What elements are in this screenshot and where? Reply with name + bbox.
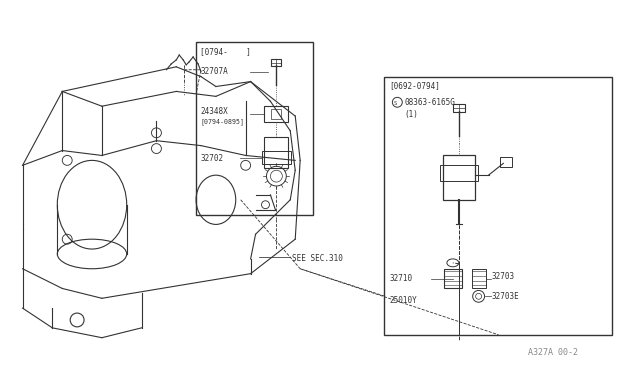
Text: 08363-6165G: 08363-6165G bbox=[404, 98, 455, 107]
Bar bbox=[385, 77, 612, 335]
Bar bbox=[443, 155, 475, 200]
Bar bbox=[500, 157, 512, 167]
Text: 24348X: 24348X bbox=[200, 107, 228, 116]
Text: 25010Y: 25010Y bbox=[389, 296, 417, 305]
Bar bbox=[440, 165, 477, 181]
Text: (1): (1) bbox=[404, 110, 418, 119]
Text: 32707A: 32707A bbox=[200, 67, 228, 76]
Text: S: S bbox=[394, 101, 397, 106]
Text: 32703E: 32703E bbox=[492, 292, 519, 301]
Bar bbox=[271, 109, 282, 119]
Text: 32703: 32703 bbox=[492, 272, 515, 281]
Bar bbox=[271, 59, 282, 66]
Text: [0794-0895]: [0794-0895] bbox=[200, 119, 244, 125]
Bar bbox=[472, 269, 486, 288]
Bar bbox=[453, 104, 465, 112]
Bar bbox=[264, 106, 288, 122]
Text: A327A 00-2: A327A 00-2 bbox=[528, 349, 578, 357]
Bar bbox=[262, 151, 291, 164]
Text: [0794-    ]: [0794- ] bbox=[200, 47, 251, 56]
Text: SEE SEC.310: SEE SEC.310 bbox=[292, 254, 343, 263]
Text: 32710: 32710 bbox=[389, 274, 413, 283]
Bar bbox=[444, 269, 461, 288]
Bar bbox=[264, 137, 288, 168]
Text: [0692-0794]: [0692-0794] bbox=[389, 81, 440, 91]
Bar bbox=[196, 42, 313, 215]
Text: 32702: 32702 bbox=[200, 154, 223, 163]
